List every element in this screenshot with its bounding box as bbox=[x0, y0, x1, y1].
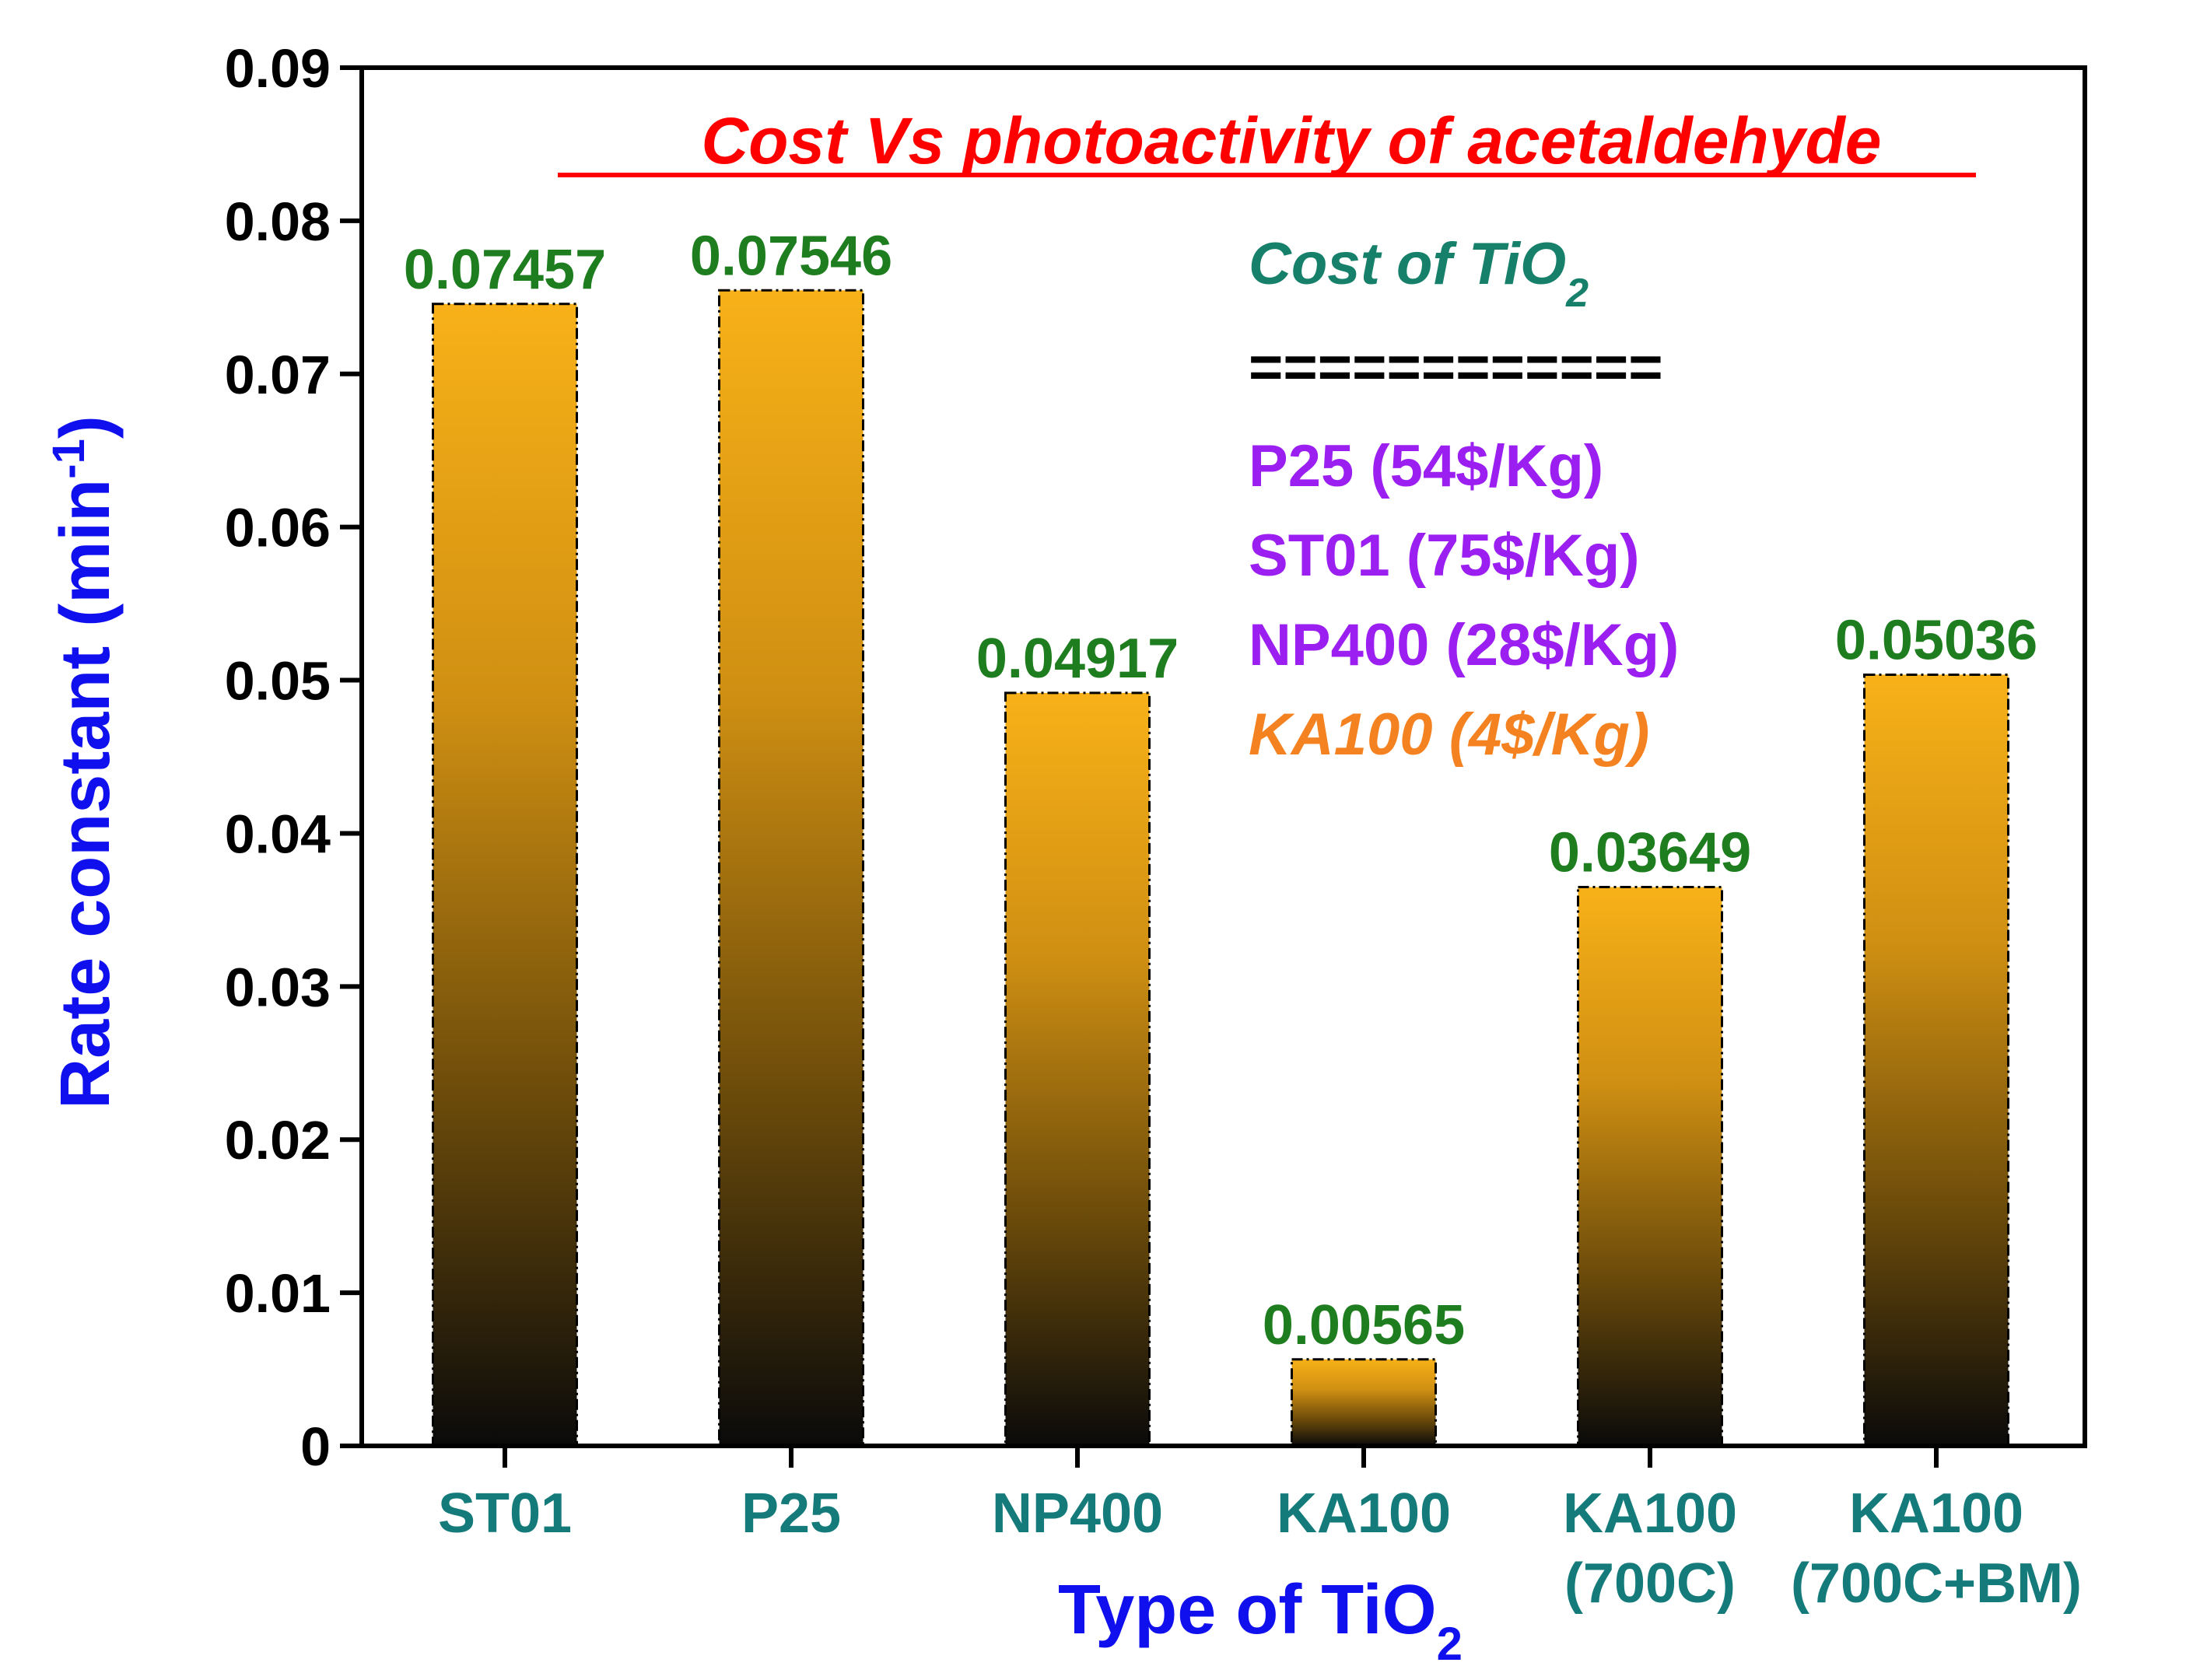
cost-separator: ============ bbox=[1249, 334, 1663, 401]
x-axis-label: Type of TiO2 bbox=[1058, 1571, 1463, 1670]
bar bbox=[718, 289, 864, 1447]
x-category-label: (700C+BM) bbox=[1791, 1552, 2082, 1615]
bar-value-label: 0.00565 bbox=[1263, 1294, 1465, 1356]
y-axis-label: Rate constant (min-1) bbox=[44, 415, 125, 1109]
bar bbox=[1863, 673, 2009, 1447]
x-category-label: (700C) bbox=[1564, 1552, 1736, 1615]
y-tick-label: 0.09 bbox=[225, 38, 331, 99]
y-tick-label: 0.03 bbox=[225, 957, 331, 1017]
x-category-label: NP400 bbox=[992, 1482, 1163, 1545]
y-tick-label: 0.07 bbox=[225, 345, 331, 405]
cost-entry: P25 (54$/Kg) bbox=[1249, 433, 1603, 499]
plot-frame bbox=[359, 65, 2087, 1448]
x-category-label: P25 bbox=[741, 1482, 841, 1545]
cost-heading: Cost of TiO2 bbox=[1249, 231, 1589, 316]
bar bbox=[1291, 1358, 1437, 1447]
bar bbox=[1004, 691, 1151, 1447]
bar-value-label: 0.05036 bbox=[1835, 609, 2037, 671]
bar-value-label: 0.03649 bbox=[1549, 822, 1751, 884]
bar bbox=[1577, 886, 1723, 1447]
cost-entry: NP400 (28$/Kg) bbox=[1249, 612, 1679, 678]
y-tick-label: 0.01 bbox=[225, 1263, 331, 1324]
y-tick-label: 0.02 bbox=[225, 1110, 331, 1171]
x-category-label: ST01 bbox=[438, 1482, 572, 1545]
y-tick-label: 0.06 bbox=[225, 498, 331, 558]
y-tick-label: 0.08 bbox=[225, 191, 331, 252]
y-tick-label: 0.04 bbox=[225, 803, 331, 864]
x-category-label: KA100 bbox=[1563, 1482, 1737, 1545]
x-category-label: KA100 bbox=[1849, 1482, 2023, 1545]
bar-value-label: 0.04917 bbox=[976, 628, 1179, 690]
bar-value-label: 0.07546 bbox=[690, 225, 892, 287]
bar bbox=[432, 303, 578, 1447]
bar-value-label: 0.07457 bbox=[404, 239, 606, 301]
cost-entry: ST01 (75$/Kg) bbox=[1249, 523, 1640, 589]
cost-entry: KA100 (4$/Kg) bbox=[1249, 702, 1649, 768]
y-tick-label: 0.05 bbox=[225, 651, 331, 712]
x-category-label: KA100 bbox=[1277, 1482, 1451, 1545]
chart-title: Cost Vs photoactivity of acetaldehyde bbox=[701, 104, 1881, 177]
y-tick-label: 0 bbox=[300, 1416, 331, 1477]
